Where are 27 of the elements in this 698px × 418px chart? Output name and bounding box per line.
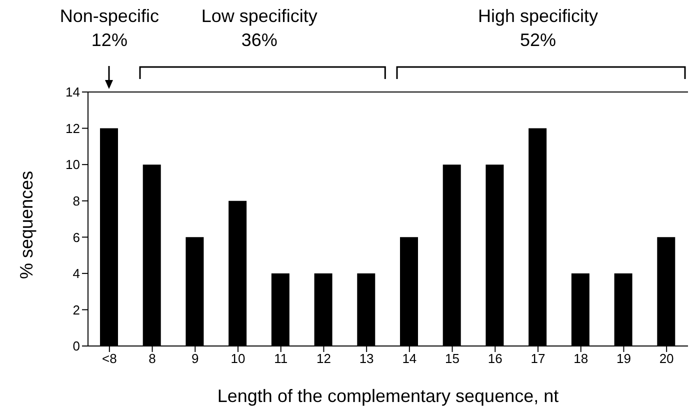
x-tick-label: 12	[316, 351, 331, 366]
x-tick-label: 16	[488, 351, 502, 366]
y-tick-label: 10	[66, 157, 80, 172]
x-tick-label: <8	[102, 351, 117, 366]
x-tick-label: 18	[574, 351, 588, 366]
y-tick-label: 8	[72, 193, 80, 208]
y-tick-label: 12	[66, 120, 80, 136]
x-tick-label: 10	[230, 351, 246, 366]
x-tick-label: 8	[148, 351, 156, 366]
y-tick-label: 6	[72, 230, 80, 245]
y-tick-label: 2	[72, 302, 80, 318]
x-tick-label: 15	[445, 351, 460, 366]
x-tick-label: 14	[402, 351, 417, 366]
text: Non-specific 12%	[60, 6, 159, 50]
y-tick-label: 0	[72, 338, 80, 354]
x-tick-label: 9	[192, 351, 199, 366]
x-tick-label: 20	[659, 351, 674, 366]
text: High specificity 52%	[476, 5, 600, 52]
y-axis-title: % sequences	[16, 170, 36, 279]
x-axis-title: Length of the complementary sequence, nt	[217, 386, 559, 406]
y-tick-label: 4	[72, 266, 80, 282]
x-tick-label: 13	[359, 351, 374, 366]
text: Low specificity 36%	[201, 6, 318, 50]
y-tick-label: 14	[66, 84, 80, 100]
x-tick-label: 19	[616, 351, 631, 366]
x-tick-label: 17	[530, 351, 546, 366]
x-tick-label: 11	[274, 351, 288, 366]
